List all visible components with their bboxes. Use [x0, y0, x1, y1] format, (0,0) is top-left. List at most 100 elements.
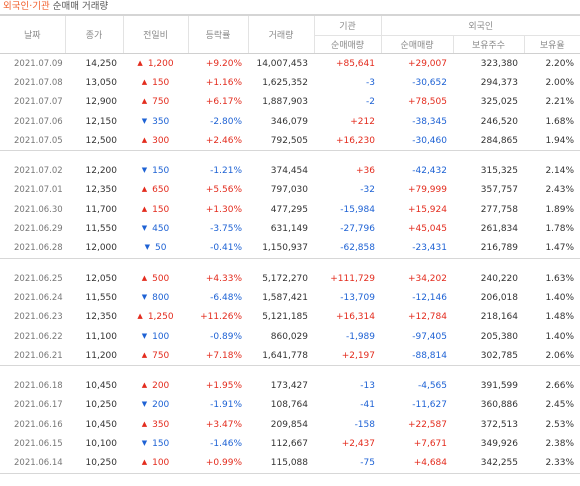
foreign-net-cell: +45,045	[407, 224, 447, 235]
date-cell: 2021.06.14	[0, 453, 65, 474]
triangle-up-icon: ▲	[141, 273, 148, 282]
change-cell: ▲ 500	[123, 269, 188, 288]
institution-net-cell: +85,641	[335, 58, 375, 69]
foreign-ratio-cell: 1.94%	[524, 131, 580, 152]
close-cell: 12,500	[65, 131, 123, 152]
change-cell: ▲ 300	[123, 131, 188, 152]
foreign-holding-cell: 349,926	[480, 438, 518, 449]
volume-cell: 1,641,778	[248, 346, 314, 367]
change-value: 100	[152, 331, 170, 342]
institution-net-cell: +212	[350, 116, 375, 127]
header-volume: 거래량	[247, 15, 314, 54]
rate-cell: +2.46%	[188, 131, 248, 152]
triangle-up-icon: ▲	[137, 58, 143, 67]
foreign-ratio-cell: 2.14%	[545, 166, 575, 177]
close-cell: 10,250	[65, 453, 123, 474]
foreign-net-cell: +22,587	[407, 419, 447, 430]
volume-cell: 1,625,352	[262, 77, 308, 88]
volume-cell: 1,150,937	[248, 238, 314, 259]
change-value: 200	[152, 400, 170, 411]
foreign-ratio-cell: 2.21%	[545, 97, 575, 108]
rate-cell: +9.20%	[205, 58, 242, 69]
date-cell: 2021.07.01	[14, 185, 63, 196]
institution-net-cell: -3	[366, 77, 375, 88]
foreign-ratio-cell: 1.68%	[545, 116, 575, 127]
rate-cell: -3.75%	[210, 224, 242, 235]
foreign-net-cell: -38,345	[412, 116, 447, 127]
close-cell: 10,450	[85, 419, 118, 430]
date-cell: 2021.06.25	[14, 273, 63, 284]
institution-net-cell: +16,230	[314, 131, 381, 152]
date-cell: 2021.07.07	[14, 97, 63, 108]
change-cell: ▼ 150	[123, 434, 188, 453]
close-cell: 12,200	[85, 166, 118, 177]
table-row: 2021.06.24 11,550 ▼ 800 -6.48% 1,587,421 -13,7…	[0, 288, 580, 307]
header-foreign: 외국인	[380, 15, 580, 36]
table-row: 2021.06.29 11,550 ▼ 450 -3.75% 631,149 -27,796…	[0, 219, 580, 238]
close-cell: 11,100	[85, 331, 118, 342]
change-value: 1,200	[147, 58, 174, 69]
foreign-holding-cell: 360,886	[480, 400, 518, 411]
foreign-holding-cell: 277,758	[480, 204, 518, 215]
caption-foreign: 외국인	[3, 1, 30, 12]
volume-cell: 173,427	[270, 381, 308, 392]
close-cell: 12,150	[85, 116, 118, 127]
close-cell: 12,350	[85, 185, 118, 196]
volume-cell: 1,887,903	[262, 97, 308, 108]
foreign-net-cell: +12,784	[407, 312, 447, 323]
table-row: 2021.06.22 11,100 ▼ 100 -0.89% 860,029 -1,989 -…	[0, 327, 580, 346]
foreign-net-cell: -88,814	[381, 346, 453, 367]
foreign-ratio-cell: 1.63%	[545, 273, 575, 284]
foreign-net-cell: -30,652	[412, 77, 447, 88]
foreign-holding-cell: 261,834	[480, 224, 518, 235]
institution-net-cell: -62,858	[314, 238, 381, 259]
change-cell: ▲ 150	[123, 73, 188, 92]
table-row: 2021.07.08 13,050 ▲ 150 +1.16% 1,625,352 -3 -30…	[0, 73, 580, 92]
date-cell: 2021.07.09	[14, 58, 63, 69]
foreign-holding-cell: 302,785	[453, 346, 524, 367]
foreign-ratio-cell: 2.38%	[545, 438, 575, 449]
change-cell: ▲ 1,250	[123, 308, 188, 327]
table-row: 2021.07.09 14,250 ▲ 1,200 +9.20% 14,007,453 +8…	[0, 54, 580, 74]
foreign-holding-cell: 325,025	[480, 97, 518, 108]
rate-cell: +3.47%	[205, 419, 242, 430]
change-value: 350	[152, 116, 170, 127]
foreign-holding-cell: 342,255	[453, 453, 524, 474]
rate-cell: +11.26%	[200, 312, 242, 323]
header-date: 날짜	[0, 15, 65, 54]
group-spacer	[0, 151, 580, 162]
foreign-holding-cell: 206,018	[480, 292, 518, 303]
institution-net-cell: +2,197	[314, 346, 381, 367]
foreign-net-cell: -12,146	[412, 292, 447, 303]
header-change: 전일비	[122, 15, 188, 54]
change-cell: ▲ 1,200	[123, 54, 188, 74]
institution-net-cell: -32	[360, 185, 375, 196]
group-spacer	[0, 258, 580, 269]
date-cell: 2021.06.28	[0, 238, 65, 259]
close-cell: 10,250	[85, 400, 118, 411]
caption-separator: ·	[29, 1, 33, 12]
volume-cell: 112,667	[270, 438, 308, 449]
triangle-up-icon: ▲	[137, 312, 143, 321]
trading-table: 날짜 종가 전일비 등락률 거래량 기관 외국인 순매매량 순매매량 보유주수 …	[0, 14, 580, 474]
caption-institution: 기관	[32, 1, 50, 12]
change-cell: ▲ 350	[123, 415, 188, 434]
foreign-holding-cell: 357,757	[480, 185, 518, 196]
triangle-down-icon: ▼	[144, 243, 150, 252]
table-header: 날짜 종가 전일비 등락률 거래량 기관 외국인 순매매량 순매매량 보유주수 …	[0, 15, 580, 54]
table-row: 2021.06.16 10,450 ▲ 350 +3.47% 209,854 -158 +22…	[0, 415, 580, 434]
rate-cell: -2.80%	[210, 116, 242, 127]
triangle-down-icon: ▼	[141, 292, 148, 301]
header-rate: 등락률	[187, 15, 248, 54]
change-value: 150	[152, 166, 170, 177]
institution-net-cell: +36	[356, 166, 375, 177]
change-value: 650	[152, 185, 170, 196]
change-cell: ▼ 150	[123, 161, 188, 180]
foreign-ratio-cell: 2.45%	[545, 400, 575, 411]
table-row: 2021.06.23 12,350 ▲ 1,250 +11.26% 5,121,185 +1…	[0, 308, 580, 327]
foreign-holding-cell: 323,380	[480, 58, 518, 69]
date-cell: 2021.06.22	[14, 331, 63, 342]
date-cell: 2021.06.23	[14, 312, 63, 323]
date-cell: 2021.06.21	[0, 346, 65, 367]
triangle-up-icon: ▲	[141, 97, 148, 106]
